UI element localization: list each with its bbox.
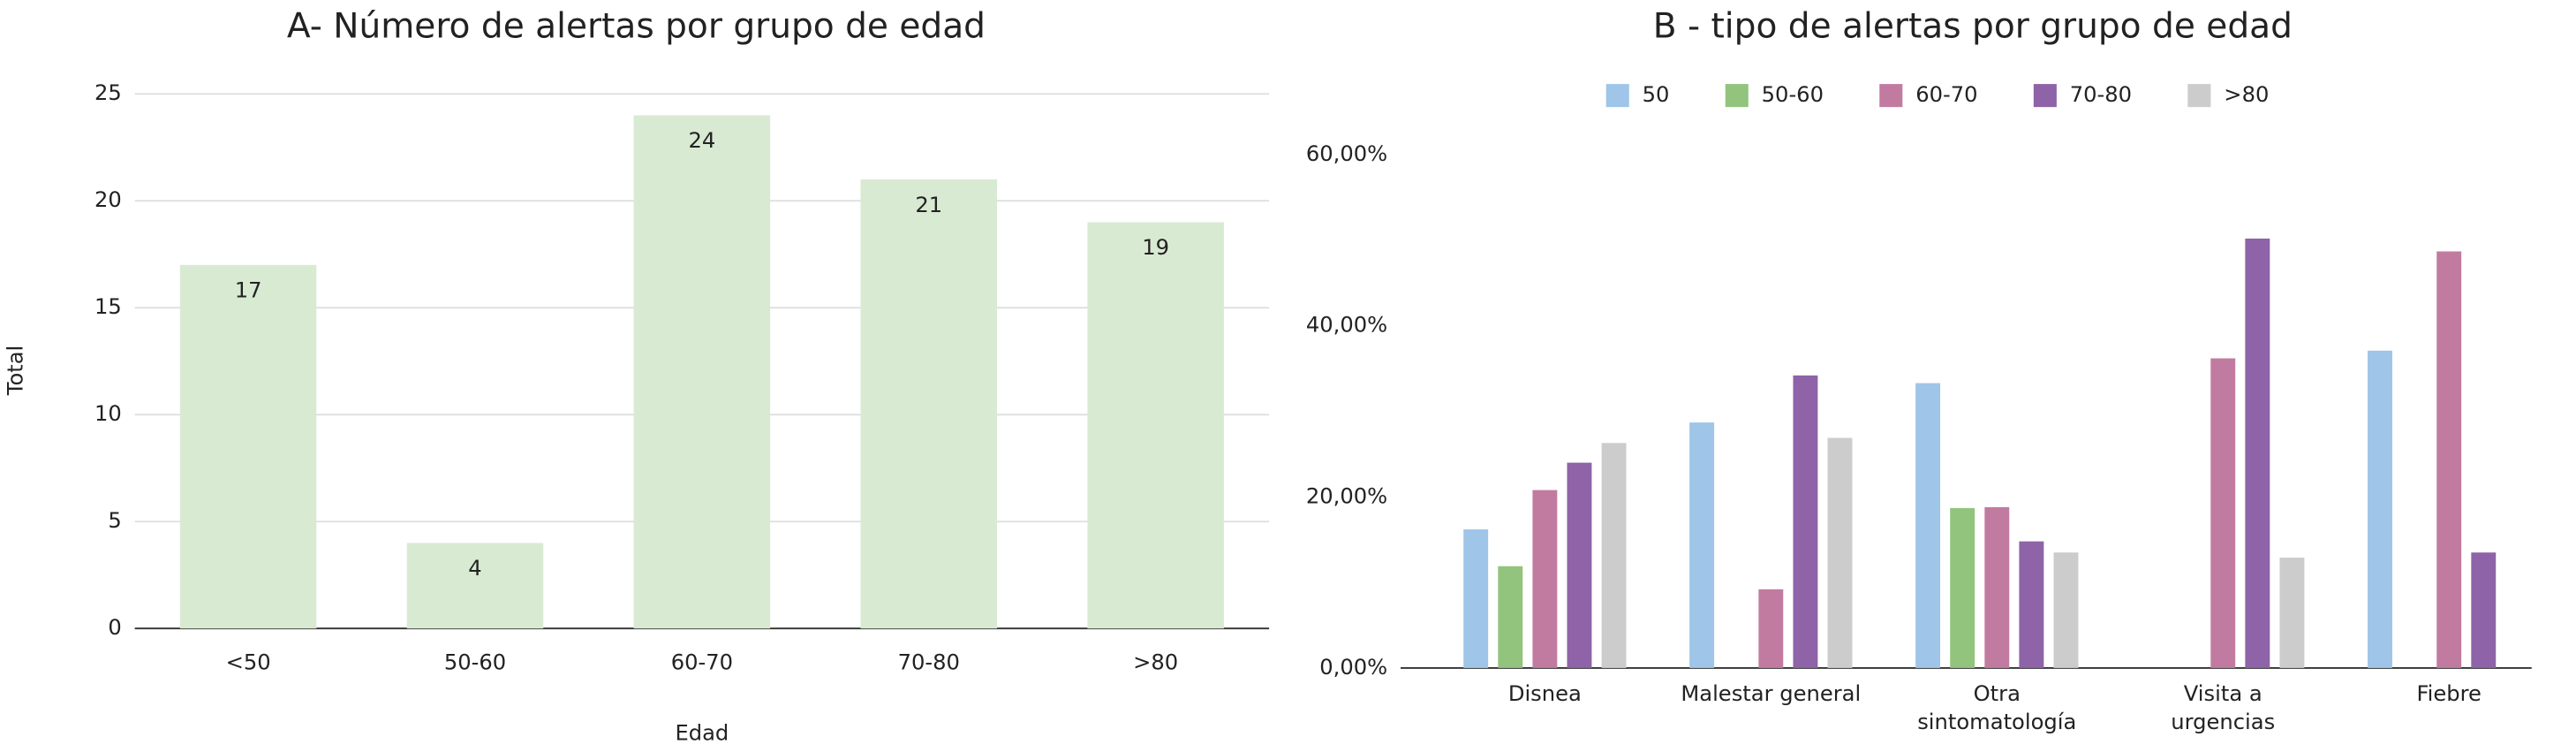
legend-label: 50 — [1643, 82, 1670, 107]
legend-swatch — [1879, 84, 1903, 108]
bar — [2210, 358, 2236, 668]
data-label: 17 — [235, 278, 262, 303]
x-tick-label-box: Disnea — [1507, 682, 1582, 708]
legend-swatch — [2187, 84, 2211, 108]
bar — [1567, 462, 1592, 668]
y-tick-label: 10 — [94, 401, 122, 426]
bar — [1601, 443, 1627, 668]
y-tick-label: 0 — [108, 615, 121, 640]
bar — [2245, 238, 2270, 668]
bar — [2019, 541, 2044, 668]
y-tick-label: 25 — [94, 80, 122, 105]
x-tick-label: Visita a urgencias — [2171, 682, 2276, 736]
x-tick-label-box: Otra sintomatología — [1917, 682, 2077, 736]
x-tick-label: >80 — [1133, 649, 1178, 674]
bar — [633, 115, 771, 629]
legend-swatch — [2033, 84, 2057, 108]
x-tick-label: 70-80 — [898, 649, 960, 674]
bar — [2279, 558, 2305, 668]
bar — [406, 543, 544, 629]
legend-label: >80 — [2224, 82, 2269, 107]
bar — [1984, 506, 2010, 668]
legend-swatch — [1725, 84, 1749, 108]
bar — [2368, 350, 2392, 668]
legend-swatch — [1605, 84, 1629, 108]
x-tick-label: 60-70 — [671, 649, 733, 674]
x-tick-label: Disnea — [1507, 682, 1582, 708]
legend-label: 70-80 — [2070, 82, 2132, 107]
bar — [2471, 552, 2497, 668]
x-tick-label-box: Malestar general — [1681, 682, 1862, 708]
x-axis-title: Edad — [675, 720, 729, 745]
bar — [1915, 383, 1941, 668]
bar — [1498, 566, 1523, 668]
y-tick-label: 40,00% — [1306, 313, 1387, 338]
y-tick-label: 60,00% — [1306, 141, 1387, 166]
bar — [179, 264, 317, 629]
y-tick-label: 15 — [94, 294, 122, 319]
x-tick-label-box: Visita a urgencias — [2171, 682, 2276, 736]
bar — [1532, 490, 1558, 668]
x-tick-label: Fiebre — [2416, 682, 2482, 708]
y-tick-label: 0,00% — [1319, 655, 1387, 680]
y-tick-label: 20,00% — [1306, 483, 1387, 508]
bar — [1087, 222, 1224, 629]
x-tick-label: Otra sintomatología — [1917, 682, 2077, 736]
chart-title: B - tipo de alertas por grupo de edad — [1653, 6, 2293, 46]
y-tick-label: 20 — [94, 187, 122, 212]
bar — [1758, 589, 1784, 668]
bar — [1827, 437, 1853, 668]
bar — [1689, 422, 1715, 668]
x-tick-label: Malestar general — [1681, 682, 1862, 708]
legend-label: 60-70 — [1915, 82, 1977, 107]
x-tick-label-box: Fiebre — [2416, 682, 2482, 708]
legend-label: 50-60 — [1762, 82, 1824, 107]
data-label: 4 — [468, 556, 481, 581]
y-tick-label: 5 — [108, 508, 121, 533]
data-label: 21 — [915, 193, 942, 217]
y-axis-title: Total — [4, 346, 28, 397]
chart-title: A- Número de alertas por grupo de edad — [287, 6, 986, 46]
data-label: 24 — [688, 128, 715, 153]
bar — [1793, 375, 1818, 668]
bar — [860, 179, 998, 629]
x-tick-label: 50-60 — [444, 649, 506, 674]
x-tick-label: <50 — [226, 649, 271, 674]
bar — [2053, 552, 2079, 668]
bar — [1950, 507, 1975, 668]
bar — [2436, 251, 2462, 668]
data-label: 19 — [1142, 235, 1169, 260]
bar — [1463, 529, 1489, 668]
